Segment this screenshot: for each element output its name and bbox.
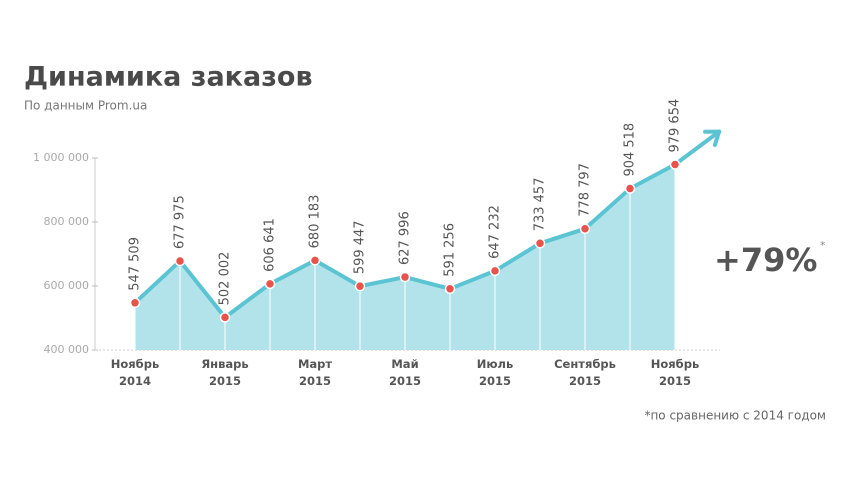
value-label: 904 518 [623,123,638,177]
value-label: 591 256 [443,223,458,277]
value-label: 979 654 [668,99,683,153]
y-tick-label: 600 000 [44,279,90,292]
x-tick-label: Март 2015 [297,357,333,388]
point [354,280,366,292]
point [579,223,591,235]
y-tick-label: 400 000 [44,343,90,356]
x-tick-label: Январь 2015 [201,357,249,388]
x-tick-label: Ноябрь 2015 [650,357,700,388]
point [669,159,681,170]
value-label: 502 002 [218,252,233,306]
arrow-head [712,129,722,148]
chart-title: Динамика заказов [24,62,313,93]
value-label: 599 447 [353,220,368,274]
point [309,255,321,266]
y-tick-label: 800 000 [44,215,90,228]
point [444,283,456,295]
annotation-mark: * [820,239,826,252]
point [264,278,276,290]
x-tick-label: Сентябрь 2015 [554,357,616,388]
value-label: 677 975 [173,195,188,249]
trend-arrow [673,129,722,167]
point [174,255,186,267]
footnote: *по сравнению с 2014 годом [644,409,826,423]
point [219,312,231,323]
point [534,238,546,249]
value-label: 627 996 [398,211,413,265]
x-tick-label: Июль 2015 [476,357,514,388]
point [129,297,141,309]
x-tick-label: Май 2015 [388,357,422,388]
value-label: 778 797 [578,163,593,217]
value-label: 680 183 [308,195,323,249]
chart-subtitle: По данным Prom.ua [24,99,147,113]
value-label: 733 457 [533,178,548,232]
value-label: 606 641 [263,218,278,272]
point [399,271,411,283]
annotation: +79% [714,241,817,279]
point [624,183,636,194]
y-tick-label: 1 000 000 [33,151,89,164]
point [489,265,501,277]
value-label: 647 232 [488,205,503,259]
value-label: 547 509 [128,237,143,291]
x-tick-label: Ноябрь 2014 [110,357,160,388]
